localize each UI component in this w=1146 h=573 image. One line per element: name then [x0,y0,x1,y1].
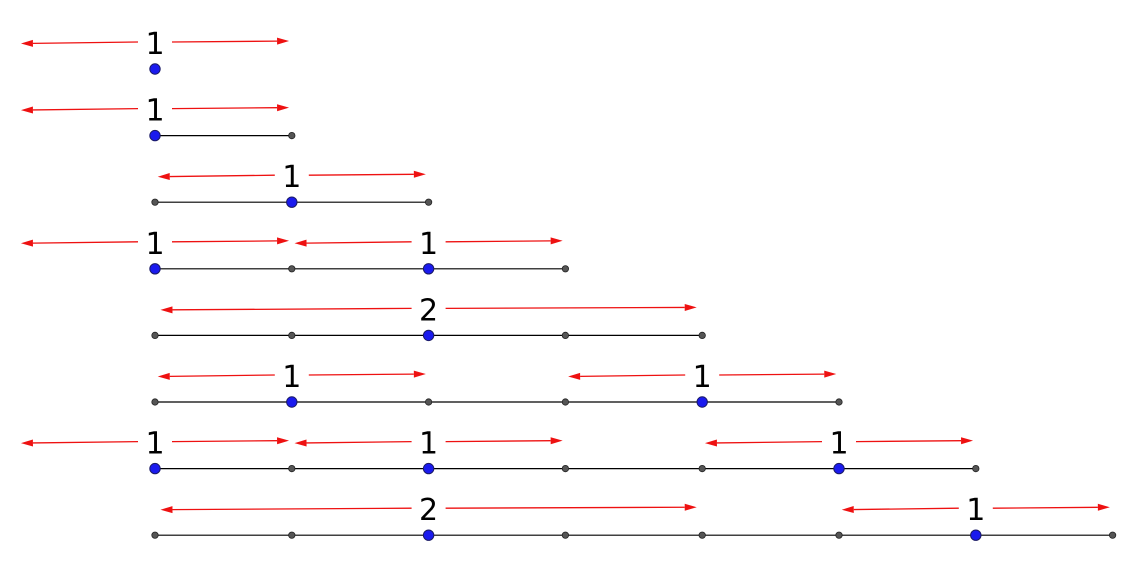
row-3-marked-node-1 [286,196,298,208]
row-8-node-0 [151,531,159,539]
row-7-node-1 [288,464,296,473]
row-6-label-1: 1 [282,360,301,395]
row-2-node-1 [288,132,296,140]
row-5-node-3 [561,331,570,339]
row-8-node-7 [1109,531,1117,539]
row-6-label-1-right-arrow [308,370,426,378]
row-7-marked-node-5 [833,462,845,475]
row-8-marked-node-2 [422,529,435,541]
row-8-label-1-right-arrow [445,503,697,511]
row-8-label-2-left-arrow [841,506,959,514]
row-4-label-1: 1 [145,227,164,262]
row-6-node-3 [561,398,570,406]
row-5-node-1 [288,331,296,339]
row-7-marked-node-0 [149,462,161,475]
row-1-marked-node-0 [149,63,161,75]
row-6-node-5 [835,398,843,406]
row-1-label-1: 1 [145,27,164,62]
row-7-label-2-left-arrow [294,439,412,447]
row-7-node-4 [698,464,706,473]
row-8-label-1: 2 [419,493,438,528]
row-4-node-1 [288,265,296,273]
row-1-label-1-right-arrow [171,37,290,45]
row-5-node-0 [151,331,159,339]
row-3-label-1-left-arrow [157,173,275,181]
row-5-marked-node-2 [422,329,435,342]
row-5-label-1-left-arrow [160,306,412,314]
row-4-label-1-left-arrow [20,239,139,247]
row-5-node-4 [698,331,706,339]
row-5-label-1-right-arrow [445,303,697,311]
row-6-marked-node-4 [696,396,708,408]
row-3-node-2 [424,198,433,206]
row-4-marked-node-0 [149,263,161,275]
row-5-label-1: 2 [419,293,438,328]
row-2-marked-node-0 [149,129,161,142]
row-6-marked-node-1 [286,396,298,408]
row-2-label-1-left-arrow [20,106,139,114]
row-7-node-3 [561,464,570,473]
row-7-label-1: 1 [145,427,164,462]
row-8-label-1-left-arrow [160,506,412,514]
row-4-node-3 [561,265,570,273]
row-7-label-1-left-arrow [20,439,139,447]
row-7-label-3-right-arrow [855,437,974,445]
row-7-label-1-right-arrow [171,437,290,445]
row-2-label-1: 1 [145,94,164,129]
row-8-node-5 [835,531,843,539]
row-6-label-2-left-arrow [568,372,686,380]
row-8-label-2: 1 [966,493,985,528]
row-3-label-1-right-arrow [308,170,426,178]
row-3-label-1: 1 [282,160,301,195]
row-7-label-2: 1 [419,427,438,462]
row-6-label-2-right-arrow [719,370,837,378]
row-6-node-0 [151,398,159,406]
row-4-marked-node-2 [422,263,435,275]
row-6-label-1-left-arrow [157,372,275,380]
row-7-label-3: 1 [829,427,848,462]
row-7-label-3-left-arrow [704,439,823,447]
row-4-label-2: 1 [419,227,438,262]
row-7-label-2-right-arrow [445,437,563,445]
row-4-label-1-right-arrow [171,237,290,245]
row-3-node-0 [151,198,159,206]
row-7-marked-node-2 [422,462,435,475]
row-8-node-3 [561,531,570,539]
row-1-label-1-left-arrow [20,39,139,47]
row-8-label-2-right-arrow [992,503,1110,511]
row-4-label-2-right-arrow [445,237,563,245]
row-7-node-6 [972,464,980,473]
row-8-marked-node-6 [970,529,982,541]
row-8-node-1 [288,531,296,539]
row-6-node-2 [424,398,433,406]
row-2-label-1-right-arrow [171,104,290,112]
row-8-node-4 [698,531,706,539]
row-4-label-2-left-arrow [294,239,412,247]
row-6-label-2: 1 [693,360,712,395]
